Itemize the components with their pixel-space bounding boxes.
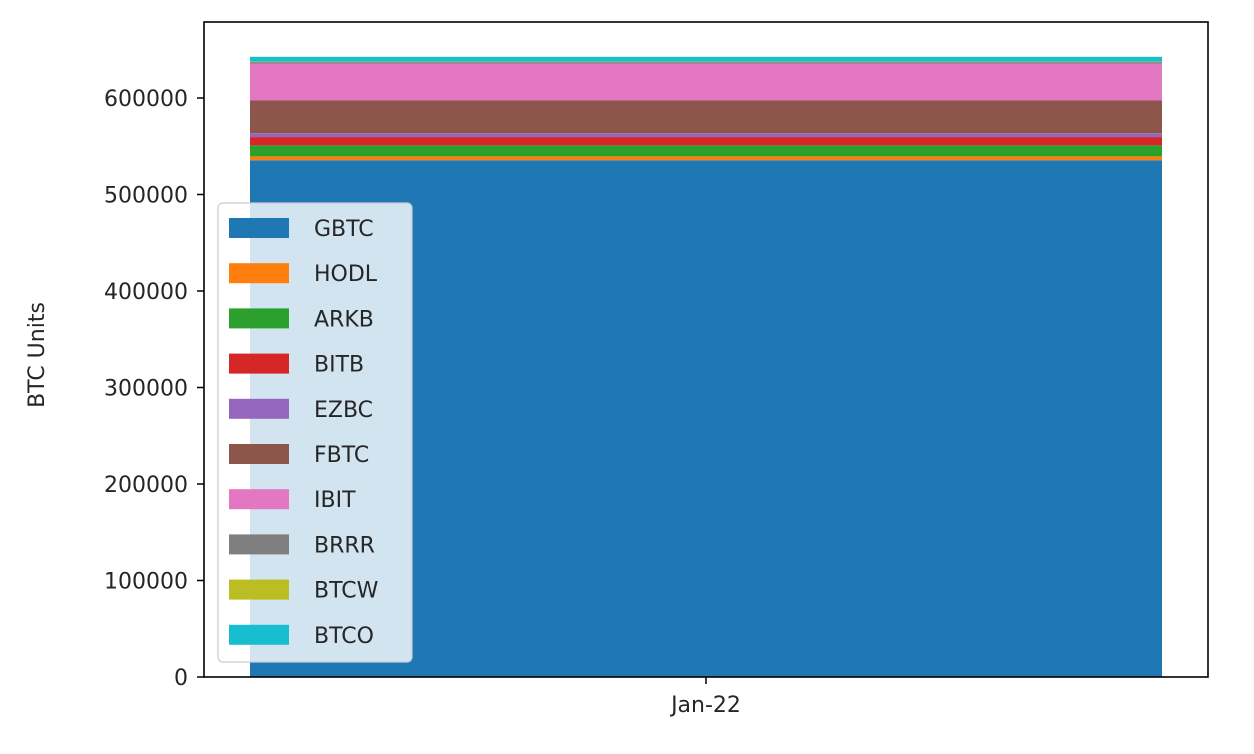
y-tick-label: 300000 — [104, 377, 188, 402]
legend-entry-fbtc: FBTC — [229, 443, 369, 468]
y-tick-label: 400000 — [104, 280, 188, 305]
legend: GBTC HODL ARKB BITB EZBC FBTC IBIT BRRR BTCW BTCO — [217, 202, 413, 663]
legend-entry-btcw: BTCW — [229, 579, 379, 604]
legend-label: BTCW — [314, 579, 379, 604]
legend-swatch — [229, 398, 289, 419]
legend-label: FBTC — [314, 443, 369, 468]
y-tick-label: 500000 — [104, 184, 188, 209]
legend-swatch — [229, 218, 289, 238]
legend-entry-brrr: BRRR — [229, 533, 375, 558]
area-band-arkb — [250, 145, 1162, 157]
legend-swatch — [229, 353, 289, 374]
legend-swatch — [229, 263, 289, 284]
legend-label: BTCO — [314, 624, 374, 649]
legend-swatch — [229, 489, 289, 510]
legend-label: HODL — [314, 262, 378, 287]
legend-swatch — [229, 579, 289, 600]
y-tick-label: 0 — [174, 666, 188, 691]
area-band-brrr — [250, 62, 1162, 64]
y-axis-label: BTC Units — [25, 302, 50, 408]
y-tick-label: 200000 — [104, 473, 188, 498]
y-tick-label: 600000 — [104, 87, 188, 112]
x-tick-label: Jan-22 — [669, 693, 741, 718]
legend-entry-bitb: BITB — [229, 353, 364, 378]
legend-label: ARKB — [314, 307, 374, 332]
legend-swatch — [229, 534, 289, 555]
area-band-btco — [250, 56, 1162, 62]
legend-label: IBIT — [314, 488, 356, 513]
legend-label: EZBC — [314, 398, 373, 423]
legend-label: BRRR — [314, 533, 375, 558]
legend-swatch — [229, 444, 289, 464]
y-axis: 0 100000 200000 300000 400000 500000 600000 — [104, 87, 204, 691]
legend-entry-ezbc: EZBC — [229, 398, 373, 423]
y-tick-label: 100000 — [104, 570, 188, 595]
legend-swatch — [229, 308, 289, 329]
area-band-btcw — [250, 61, 1162, 63]
legend-swatch — [229, 624, 289, 645]
area-band-ezbc — [250, 133, 1162, 138]
area-band-hodl — [250, 156, 1162, 161]
x-axis: Jan-22 — [669, 677, 741, 718]
legend-entry-arkb: ARKB — [229, 307, 374, 332]
legend-entry-gbtc: GBTC — [229, 217, 374, 242]
legend-entry-ibit: IBIT — [229, 488, 356, 513]
area-band-ibit — [250, 63, 1162, 101]
area-band-fbtc — [250, 100, 1162, 134]
legend-entry-btco: BTCO — [229, 624, 374, 649]
legend-entry-hodl: HODL — [229, 262, 378, 287]
legend-label: BITB — [314, 353, 364, 378]
area-band-bitb — [250, 137, 1162, 146]
legend-label: GBTC — [314, 217, 374, 242]
